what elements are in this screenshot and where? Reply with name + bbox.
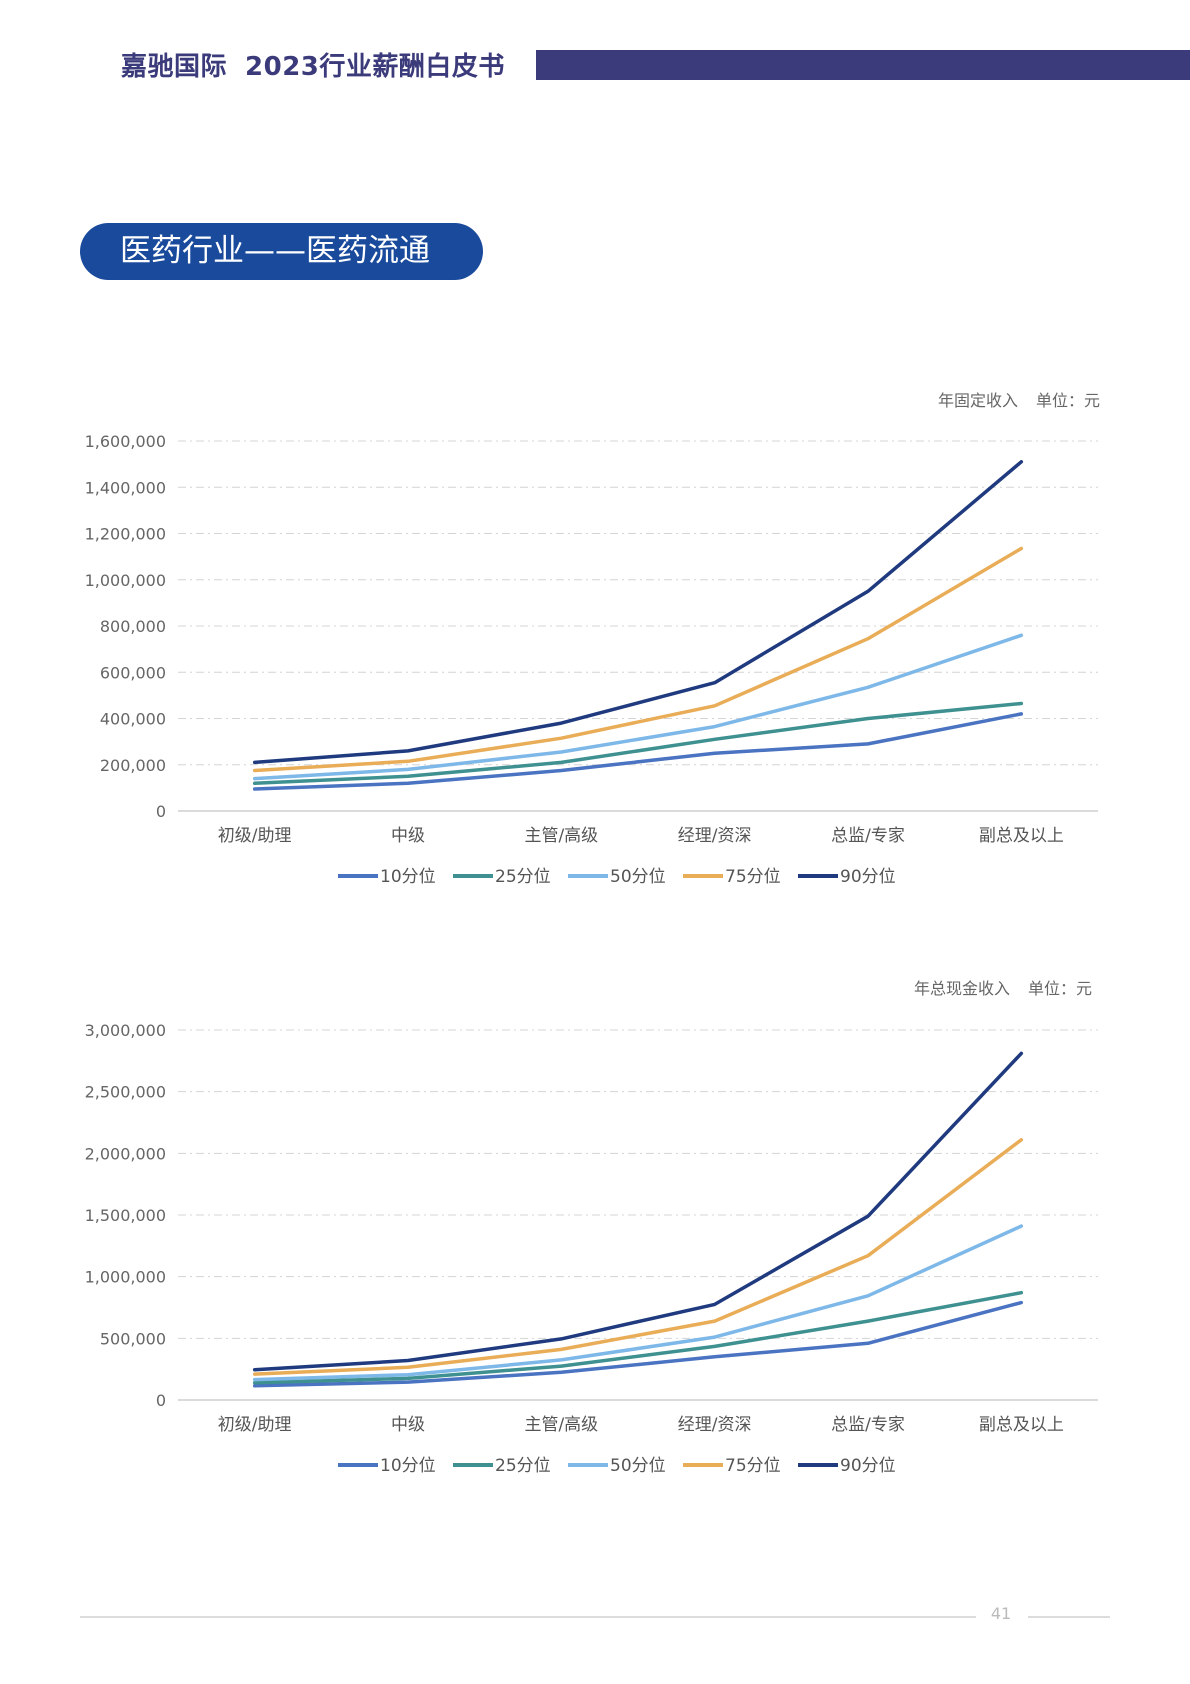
legend-label: 90分位 xyxy=(840,1456,896,1476)
report-header: 嘉驰国际 2023行业薪酬白皮书 xyxy=(121,46,505,83)
unit-label: 单位：元 xyxy=(1028,979,1092,998)
y-tick-label: 2,000,000 xyxy=(85,1144,166,1163)
y-tick-label: 0 xyxy=(156,802,166,821)
series-line-75分位 xyxy=(252,546,1024,773)
x-tick-label: 副总及以上 xyxy=(979,1415,1064,1435)
series-line-25分位 xyxy=(252,701,1024,786)
footer-line-right xyxy=(1028,1616,1110,1618)
x-tick-label: 经理/资深 xyxy=(678,1415,752,1435)
chart-title: 年固定收入 xyxy=(938,391,1018,410)
y-tick-label: 800,000 xyxy=(100,617,166,636)
x-tick-label: 中级 xyxy=(391,826,425,846)
y-tick-label: 3,000,000 xyxy=(85,1021,166,1040)
report-title: 2023行业薪酬白皮书 xyxy=(245,52,505,82)
header-accent-bar xyxy=(536,50,1190,80)
y-tick-label: 1,500,000 xyxy=(85,1206,166,1225)
series-line-75分位 xyxy=(252,1138,1024,1376)
section-title: 医药行业——医药流通 xyxy=(120,233,430,269)
y-tick-label: 400,000 xyxy=(100,710,166,729)
x-tick-label: 副总及以上 xyxy=(979,826,1064,846)
x-tick-label: 初级/助理 xyxy=(218,1415,292,1435)
legend-label: 90分位 xyxy=(840,867,896,887)
chart-title: 年总现金收入 xyxy=(914,979,1010,998)
y-tick-label: 500,000 xyxy=(100,1329,166,1348)
x-tick-label: 经理/资深 xyxy=(678,826,752,846)
y-tick-label: 1,600,000 xyxy=(85,432,166,451)
x-tick-label: 主管/高级 xyxy=(524,826,598,846)
total-cash-income-chart: 年总现金收入 单位：元 0 500,000 1,000,000 1,500,000 2,00… xyxy=(85,979,1098,1476)
legend-label: 75分位 xyxy=(725,867,781,887)
legend-label: 25分位 xyxy=(495,867,551,887)
legend-label: 10分位 xyxy=(380,1456,436,1476)
series-line-50分位 xyxy=(252,1224,1024,1382)
legend-label: 75分位 xyxy=(725,1456,781,1476)
y-tick-label: 0 xyxy=(156,1391,166,1410)
y-tick-label: 1,000,000 xyxy=(85,1268,166,1287)
footer-line-left xyxy=(80,1616,976,1618)
x-tick-label: 总监/专家 xyxy=(831,826,905,846)
series-line-90分位 xyxy=(252,1051,1024,1372)
series-line-10分位 xyxy=(252,712,1024,791)
legend-label: 25分位 xyxy=(495,1456,551,1476)
x-tick-label: 主管/高级 xyxy=(524,1415,598,1435)
y-tick-label: 1,200,000 xyxy=(85,525,166,544)
legend-label: 50分位 xyxy=(610,867,666,887)
section-title-pill: 医药行业——医药流通 xyxy=(80,223,483,280)
x-tick-label: 总监/专家 xyxy=(831,1415,905,1435)
series-line-10分位 xyxy=(252,1300,1024,1388)
unit-label: 单位：元 xyxy=(1036,391,1100,410)
series-line-50分位 xyxy=(252,633,1024,781)
fixed-income-chart: 年固定收入 单位：元 0 200,000 400,000 600,000 800,000 1,… xyxy=(85,391,1100,887)
x-tick-label: 中级 xyxy=(391,1415,425,1435)
legend-label: 50分位 xyxy=(610,1456,666,1476)
y-tick-label: 1,000,000 xyxy=(85,571,166,590)
legend-label: 10分位 xyxy=(380,867,436,887)
series-line-25分位 xyxy=(252,1290,1024,1385)
y-tick-label: 600,000 xyxy=(100,663,166,682)
y-tick-label: 200,000 xyxy=(100,756,166,775)
y-tick-label: 2,500,000 xyxy=(85,1083,166,1102)
series-line-90分位 xyxy=(252,460,1024,765)
page-number: 41 xyxy=(990,1604,1012,1623)
company-name: 嘉驰国际 xyxy=(121,52,228,82)
y-tick-label: 1,400,000 xyxy=(85,478,166,497)
x-tick-label: 初级/助理 xyxy=(218,826,292,846)
